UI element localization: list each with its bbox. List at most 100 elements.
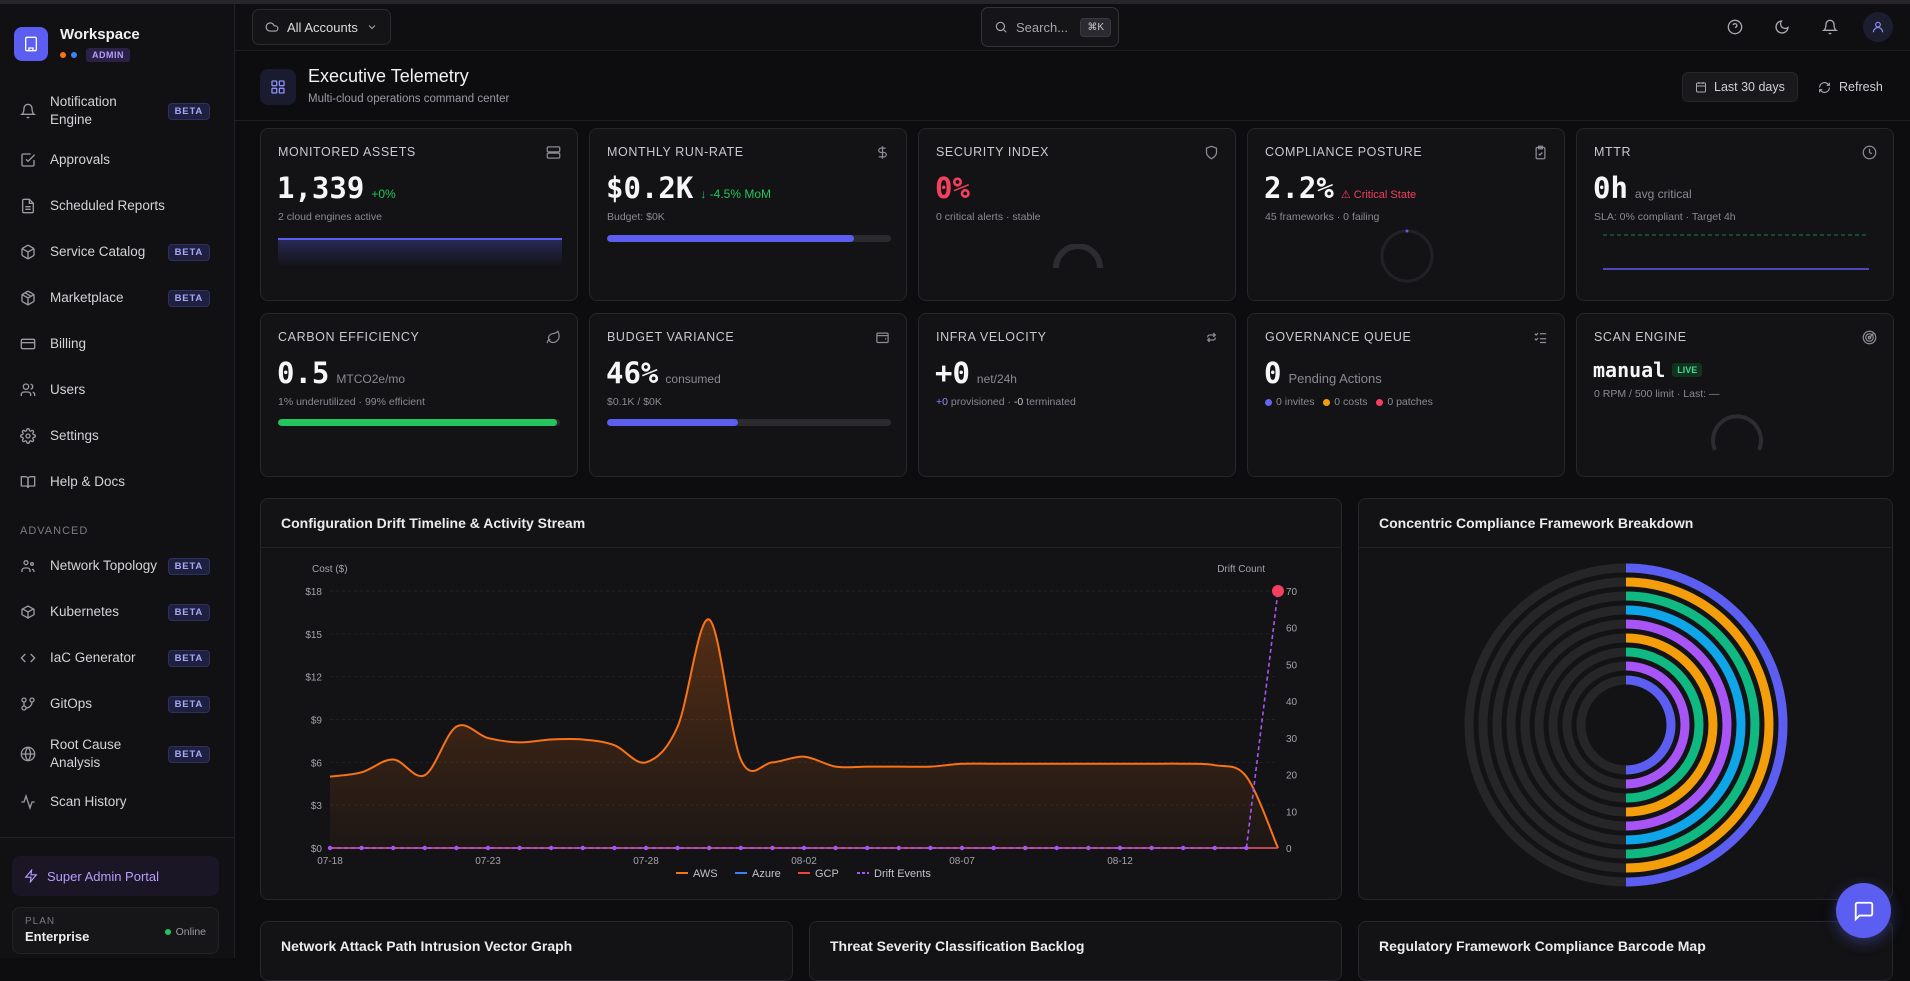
ring-segment <box>1625 563 1788 887</box>
page-subtitle: Multi-cloud operations command center <box>308 93 510 105</box>
drift-point <box>770 845 775 851</box>
kpi-title: COMPLIANCE POSTURE <box>1265 145 1423 159</box>
accounts-label: All Accounts <box>287 19 358 35</box>
shield-icon <box>1205 145 1218 160</box>
box-icon <box>21 244 35 260</box>
sidebar-item-users[interactable]: Users <box>0 370 235 410</box>
drift-chart[interactable]: Cost ($) Drift Count $0 $3 $6 $9 $12 $15 $18 0 1… <box>261 499 1342 900</box>
help-icon[interactable] <box>1724 16 1746 38</box>
sidebar-item-notification-engine[interactable]: Notification Engine BETA <box>0 88 235 134</box>
bell-icon <box>20 103 36 119</box>
gauge <box>1053 244 1103 269</box>
kpi-security-index[interactable]: SECURITY INDEX 0% 0 critical alerts · st… <box>918 128 1236 301</box>
globe-icon <box>20 746 36 762</box>
sidebar-item-label: Kubernetes <box>50 604 120 619</box>
page-header: Executive Telemetry Multi-cloud operatio… <box>235 51 1910 121</box>
sidebar-item-settings[interactable]: Settings <box>0 416 235 456</box>
concentric-rings-chart[interactable] <box>1359 499 1893 900</box>
arrows-exchange-icon <box>1206 332 1217 343</box>
sidebar-item-kubernetes[interactable]: Kubernetes BETA <box>0 592 235 632</box>
ring-segment <box>1625 675 1676 775</box>
live-badge: LIVE <box>1672 363 1703 377</box>
date-range-button[interactable]: Last 30 days <box>1682 72 1798 102</box>
kpi-compliance-posture[interactable]: COMPLIANCE POSTURE 2.2% ⚠ Critical State … <box>1247 128 1565 301</box>
kpi-value: 46% <box>606 356 659 390</box>
sidebar-item-root-cause-analysis[interactable]: Root Cause Analysis BETA <box>0 730 235 778</box>
sidebar-item-help-docs[interactable]: Help & Docs <box>0 462 235 502</box>
sidebar-item-scan-history[interactable]: Scan History <box>0 782 235 822</box>
super-admin-portal-link[interactable]: Super Admin Portal <box>12 856 219 896</box>
search-input[interactable]: Search... ⌘K <box>981 7 1119 47</box>
kpi-infra-velocity[interactable]: INFRA VELOCITY +0 net/24h +0 provisioned … <box>918 313 1236 477</box>
sidebar-item-label: Help & Docs <box>50 474 126 489</box>
accounts-dropdown[interactable]: All Accounts <box>252 9 391 45</box>
user-avatar[interactable] <box>1863 12 1893 42</box>
kpi-governance-queue[interactable]: GOVERNANCE QUEUE 0 Pending Actions 0 invi… <box>1247 313 1565 477</box>
workspace-switcher[interactable]: Workspace ADMIN <box>14 26 140 62</box>
ring-segment <box>1625 591 1760 859</box>
y-right-tick: 40 <box>1286 697 1298 708</box>
sidebar-item-network-topology[interactable]: Network Topology BETA <box>0 546 235 586</box>
ring-segment <box>1625 619 1732 831</box>
kpi-value: 0.5 <box>277 356 330 390</box>
progress-bar <box>278 419 560 426</box>
kpi-delta: +0% <box>371 187 396 201</box>
chat-button[interactable] <box>1836 883 1891 938</box>
kpi-title: MONTHLY RUN-RATE <box>607 145 744 159</box>
legend-gcp: GCP <box>815 868 839 880</box>
sidebar-item-label: Marketplace <box>50 290 124 305</box>
server-icon <box>546 146 561 159</box>
beta-badge: BETA <box>167 243 210 261</box>
credit-card-icon <box>20 338 36 350</box>
kpi-subtext: Budget: $0K <box>607 211 665 223</box>
dashboard-icon <box>260 69 296 105</box>
search-shortcut: ⌘K <box>1080 17 1111 37</box>
super-admin-label: Super Admin Portal <box>47 868 160 884</box>
sidebar-item-billing[interactable]: Billing <box>0 324 235 364</box>
sidebar-item-gitops[interactable]: GitOps BETA <box>0 684 235 724</box>
drift-point <box>1181 845 1186 851</box>
sidebar-item-approvals[interactable]: Approvals <box>0 140 235 180</box>
building-icon <box>14 27 48 61</box>
bolt-icon <box>24 869 38 883</box>
sidebar-item-service-catalog[interactable]: Service Catalog BETA <box>0 232 235 272</box>
kpi-scan-engine[interactable]: SCAN ENGINE manual LIVE 0 RPM / 500 limit… <box>1576 313 1894 477</box>
sidebar-item-label: Scheduled Reports <box>50 198 165 213</box>
governance-breakdown: 0 invites 0 costs 0 patches <box>1265 396 1433 408</box>
kpi-carbon-efficiency[interactable]: CARBON EFFICIENCY 0.5 MTCO2e/mo 1% underu… <box>260 313 578 477</box>
drift-point <box>1212 845 1217 851</box>
notifications-bell-icon[interactable] <box>1819 16 1841 38</box>
status-dot <box>71 52 77 58</box>
x-tick: 07-23 <box>475 856 501 867</box>
kpi-value: 0% <box>935 171 970 205</box>
sidebar-item-marketplace[interactable]: Marketplace BETA <box>0 278 235 318</box>
drift-point <box>643 845 649 851</box>
kpi-mttr[interactable]: MTTR 0h avg critical SLA: 0% compliant · … <box>1576 128 1894 301</box>
sidebar-item-label: Scan History <box>50 794 127 809</box>
date-range-label: Last 30 days <box>1714 80 1785 94</box>
moon-icon[interactable] <box>1771 16 1793 38</box>
kpi-title: GOVERNANCE QUEUE <box>1265 330 1412 344</box>
kpi-monthly-run-rate[interactable]: MONTHLY RUN-RATE $0.2K ↓ -4.5% MoM Budget… <box>589 128 907 301</box>
drift-point <box>391 845 396 851</box>
aws-line <box>329 618 1279 849</box>
refresh-button[interactable]: Refresh <box>1810 72 1891 102</box>
status-dot <box>60 52 66 58</box>
kpi-budget-variance[interactable]: BUDGET VARIANCE 46% consumed $0.1K / $0K <box>589 313 907 477</box>
y-left-tick: $3 <box>311 801 323 812</box>
y-right-tick: 60 <box>1286 624 1298 635</box>
kpi-monitored-assets[interactable]: MONITORED ASSETS 1,339 +0% 2 cloud engine… <box>260 128 578 301</box>
clipboard-check-icon <box>1535 145 1546 160</box>
wallet-icon <box>876 332 889 344</box>
kpi-value: $0.2K <box>606 171 694 205</box>
kpi-value: 2.2% <box>1264 171 1334 205</box>
kpi-delta: consumed <box>665 372 721 386</box>
sidebar-item-label: Network Topology <box>50 558 158 573</box>
network-icon <box>21 560 35 572</box>
sidebar-item-scheduled-reports[interactable]: Scheduled Reports <box>0 186 235 226</box>
x-tick: 08-12 <box>1107 856 1133 867</box>
y-left-tick: $0 <box>311 844 323 855</box>
panel-title: Configuration Drift Timeline & Activity … <box>281 515 586 531</box>
kpi-title: MTTR <box>1594 145 1632 159</box>
sidebar-item-iac-generator[interactable]: IaC Generator BETA <box>0 638 235 678</box>
